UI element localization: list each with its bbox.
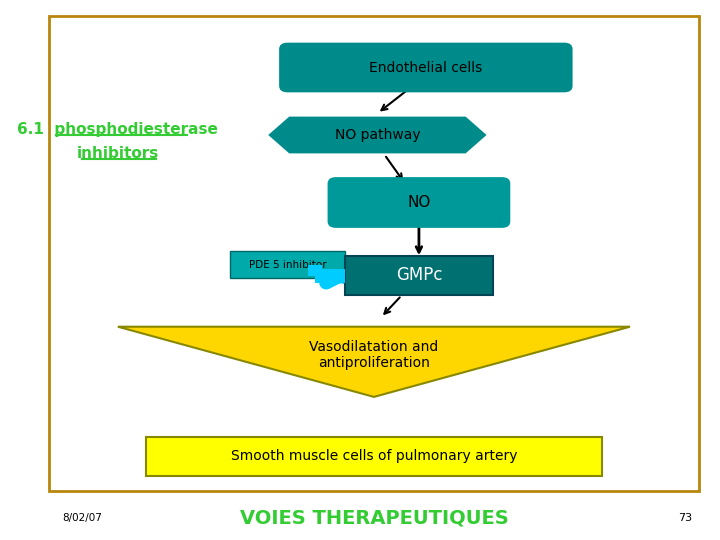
Polygon shape (118, 327, 630, 397)
Text: 73: 73 (678, 514, 693, 523)
Bar (49, 16, 699, 491)
Text: 8/02/07: 8/02/07 (63, 514, 102, 523)
Polygon shape (266, 116, 488, 154)
Text: Smooth muscle cells of pulmonary artery: Smooth muscle cells of pulmonary artery (230, 449, 517, 463)
Text: 6.1  phosphodiesterase: 6.1 phosphodiesterase (17, 122, 218, 137)
Text: NO pathway: NO pathway (335, 128, 420, 142)
Text: VOIES THERAPEUTIQUES: VOIES THERAPEUTIQUES (240, 509, 508, 528)
FancyBboxPatch shape (328, 177, 510, 228)
Text: GMPc: GMPc (396, 266, 442, 285)
Bar (230, 251, 345, 278)
Text: inhibitors: inhibitors (77, 146, 159, 161)
FancyBboxPatch shape (279, 43, 572, 92)
Bar (145, 437, 603, 476)
Text: NO: NO (408, 195, 431, 210)
Text: Vasodilatation and
antiproliferation: Vasodilatation and antiproliferation (310, 340, 438, 370)
Text: PDE 5 inhibitor: PDE 5 inhibitor (248, 260, 326, 269)
Bar (345, 256, 493, 295)
Text: Endothelial cells: Endothelial cells (369, 60, 482, 75)
